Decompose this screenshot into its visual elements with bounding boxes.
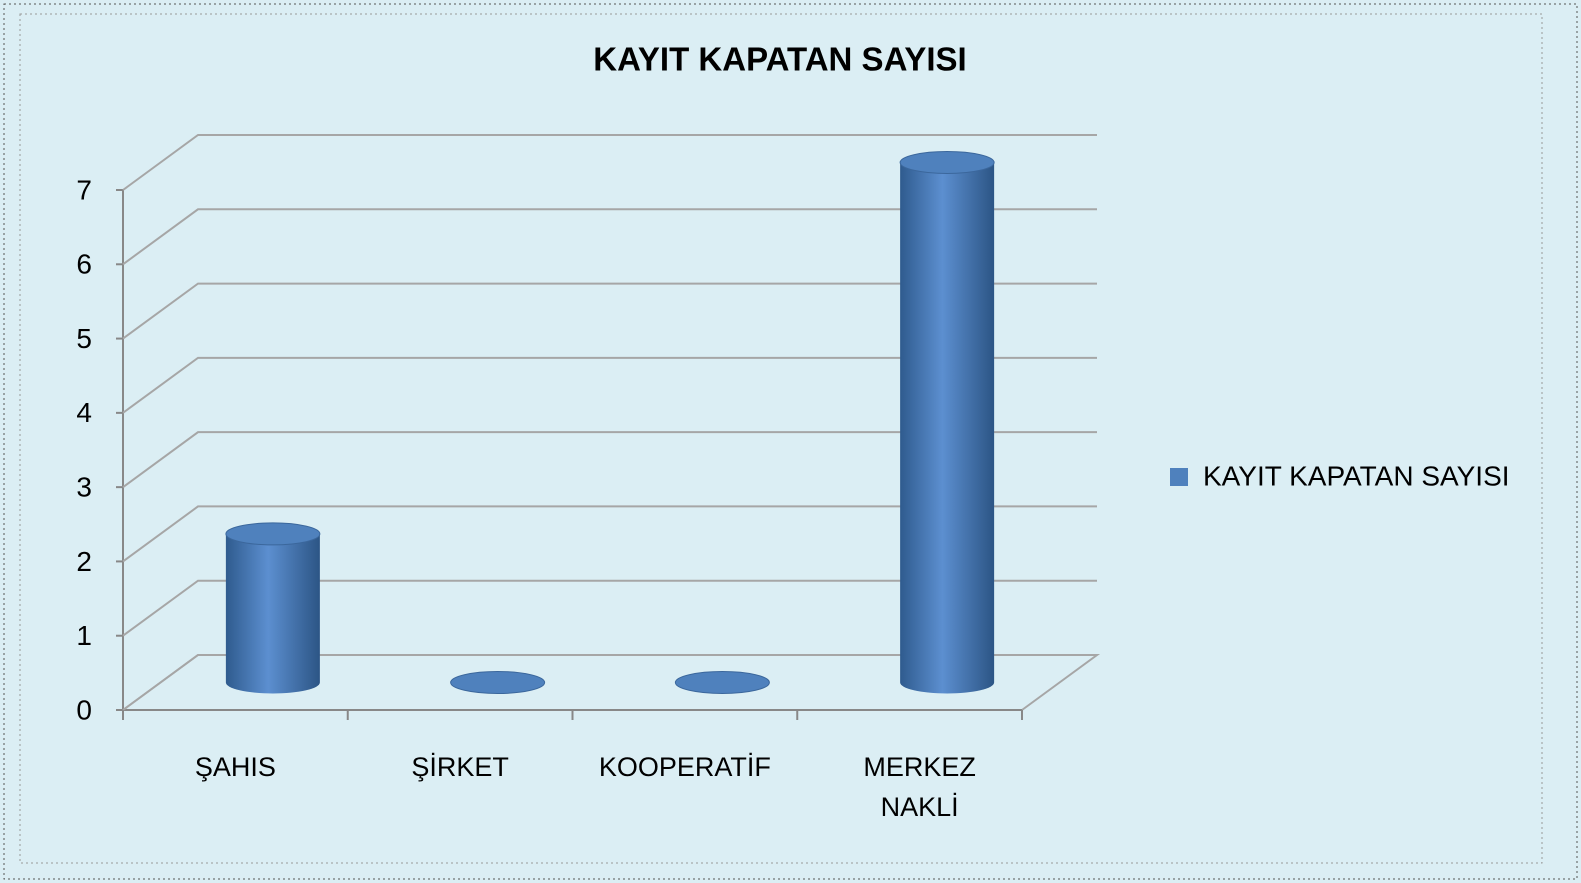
y-tick-label: 5 bbox=[76, 323, 92, 354]
cylinder-body bbox=[225, 533, 320, 694]
legend-swatch bbox=[1170, 468, 1188, 486]
cylinder bbox=[674, 671, 770, 694]
cylinder-body bbox=[900, 162, 995, 694]
outer-border bbox=[3, 3, 1578, 880]
grid-line bbox=[122, 431, 1097, 488]
cylinder bbox=[450, 671, 546, 694]
x-tick-label: KOOPERATİF bbox=[598, 752, 771, 782]
x-tick-label: ŞAHIS bbox=[194, 752, 276, 782]
y-tick-label: 0 bbox=[76, 694, 92, 725]
grid-line bbox=[122, 654, 1097, 711]
y-tick-label: 3 bbox=[76, 472, 92, 503]
cylinder bbox=[225, 522, 321, 694]
y-tick-label: 7 bbox=[76, 174, 92, 205]
legend-label: KAYIT KAPATAN SAYISI bbox=[1203, 460, 1510, 491]
x-tick-label: ŞİRKET bbox=[411, 752, 509, 782]
cylinder-top bbox=[899, 151, 995, 174]
y-tick-label: 6 bbox=[76, 249, 92, 280]
cylinder-top bbox=[450, 671, 546, 694]
grid-line bbox=[122, 208, 1097, 266]
chart-title: KAYIT KAPATAN SAYISI bbox=[593, 41, 966, 78]
grid-line bbox=[122, 356, 1097, 414]
y-tick-label: 4 bbox=[76, 397, 92, 428]
grid-line bbox=[122, 134, 1097, 191]
grid-line bbox=[122, 282, 1097, 340]
cylinder bbox=[899, 151, 995, 694]
y-tick-label: 2 bbox=[76, 546, 92, 577]
cylinder-top bbox=[225, 522, 321, 546]
cylinder-top bbox=[674, 671, 770, 694]
grid-line bbox=[122, 579, 1097, 637]
plot-border bbox=[19, 13, 1543, 864]
x-tick-label: MERKEZ NAKLİ bbox=[863, 752, 976, 822]
y-tick-label: 1 bbox=[76, 620, 92, 651]
grid-line bbox=[122, 505, 1097, 563]
